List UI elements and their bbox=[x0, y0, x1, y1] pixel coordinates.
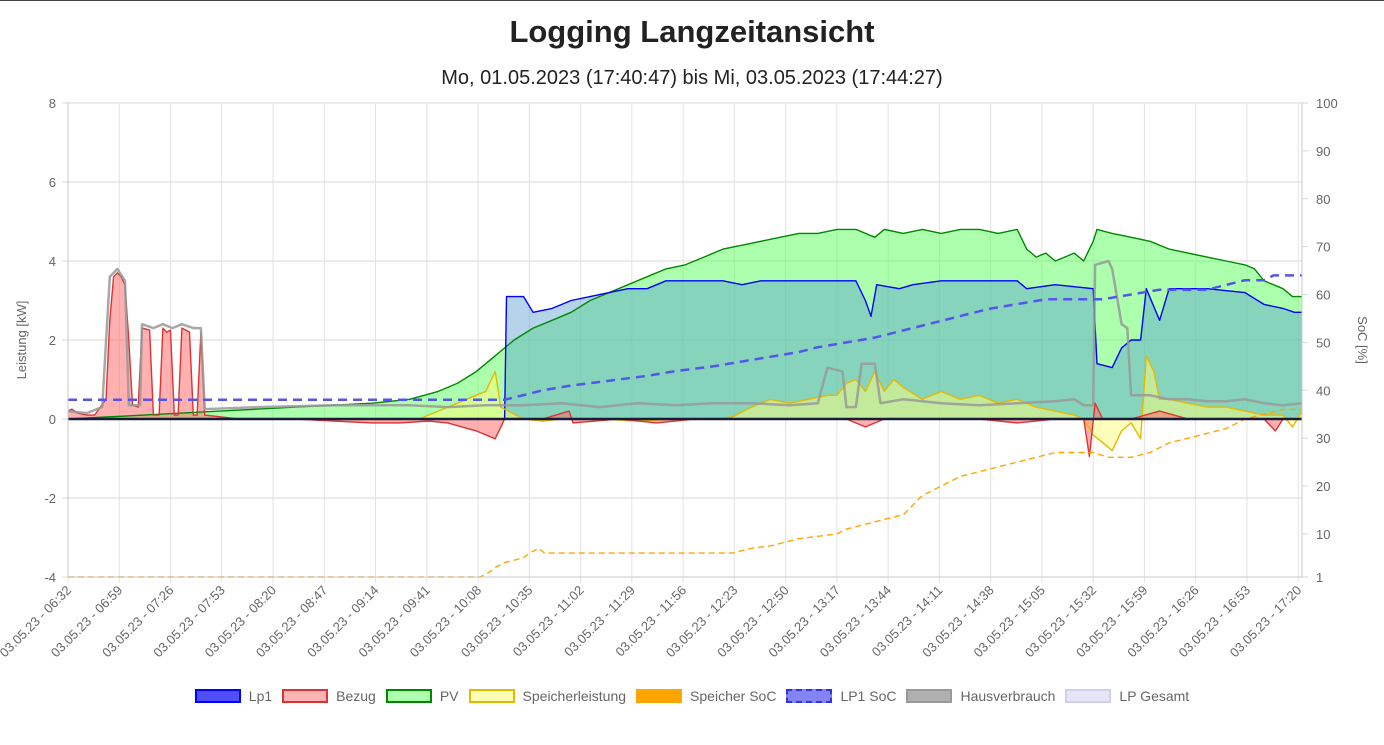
legend-swatch bbox=[468, 689, 515, 703]
y-left-tick-label: 0 bbox=[49, 412, 56, 427]
y-right-tick-label: 10 bbox=[1316, 527, 1330, 542]
y-right-tick-label: 70 bbox=[1316, 240, 1330, 255]
legend-item[interactable]: Bezug bbox=[282, 688, 376, 704]
area-pv bbox=[68, 229, 1302, 419]
y-left-tick-label: -4 bbox=[44, 570, 56, 585]
legend-label: PV bbox=[439, 688, 459, 704]
legend-label: Speicherleistung bbox=[522, 688, 627, 704]
y-left-tick-label: 2 bbox=[49, 333, 56, 348]
y-right-tick-label: 1 bbox=[1316, 570, 1323, 585]
legend-item[interactable]: Hausverbrauch bbox=[906, 688, 1055, 704]
line-hausverbrauch bbox=[67, 259, 1303, 415]
y-right-tick-label: 90 bbox=[1316, 144, 1330, 159]
area-lp1 bbox=[68, 280, 1302, 419]
legend-item[interactable]: Speicherleistung bbox=[468, 688, 627, 704]
line-speicherleistung bbox=[68, 355, 1303, 452]
y-axis-left-label: Leistung [kW] bbox=[14, 301, 29, 380]
legend-swatch bbox=[906, 689, 953, 703]
legend-item[interactable]: Speicher SoC bbox=[636, 688, 776, 704]
chart-subtitle: Mo, 01.05.2023 (17:40:47) bis Mi, 03.05.… bbox=[441, 67, 943, 89]
y-left-tick-label: 8 bbox=[49, 96, 56, 111]
y-left-tick-label: 4 bbox=[49, 254, 56, 269]
y-right-tick-label: 100 bbox=[1316, 96, 1338, 111]
chart-title: Logging Langzeitansicht bbox=[509, 14, 875, 49]
line-lp1 bbox=[68, 280, 1302, 420]
legend-item[interactable]: Lp1 bbox=[194, 688, 273, 704]
y-right-tick-label: 30 bbox=[1316, 431, 1330, 446]
legend-item[interactable]: PV bbox=[385, 688, 459, 704]
chart-legend: Lp1 Bezug PV Speicherleistung Speicher SoC LP… bbox=[0, 688, 1384, 704]
legend-label: Hausverbrauch bbox=[960, 688, 1056, 704]
legend-item[interactable]: LP Gesamt bbox=[1065, 688, 1189, 704]
y-right-tick-label: 40 bbox=[1316, 383, 1330, 398]
legend-label: Lp1 bbox=[248, 688, 273, 704]
legend-item[interactable]: LP1 SoC bbox=[786, 688, 896, 704]
y-right-tick-label: 50 bbox=[1316, 335, 1330, 350]
line-speicher-soc bbox=[68, 408, 1302, 578]
series-lines bbox=[67, 228, 1303, 578]
y-right-tick-label: 20 bbox=[1316, 479, 1330, 494]
legend-swatch bbox=[194, 689, 241, 703]
legend-swatch bbox=[636, 689, 683, 703]
y-left-tick-label: -2 bbox=[44, 491, 56, 506]
y-left-tick-label: 6 bbox=[49, 175, 56, 190]
line-pv bbox=[67, 228, 1302, 420]
legend-swatch bbox=[385, 689, 432, 703]
series-areas bbox=[68, 229, 1302, 457]
y-right-tick-label: 60 bbox=[1316, 288, 1330, 303]
top-border bbox=[0, 0, 1384, 1]
legend-label: Bezug bbox=[336, 688, 376, 704]
legend-label: Speicher SoC bbox=[690, 688, 777, 704]
line-lp1-soc bbox=[68, 274, 1302, 402]
legend-swatch bbox=[282, 689, 329, 703]
legend-swatch bbox=[786, 689, 833, 703]
legend-swatch bbox=[1065, 689, 1112, 703]
legend-label: LP1 SoC bbox=[840, 688, 897, 704]
y-right-tick-label: 80 bbox=[1316, 192, 1330, 207]
legend-label: LP Gesamt bbox=[1119, 688, 1190, 704]
y-axis-right-label: SoC [%] bbox=[1355, 316, 1370, 364]
